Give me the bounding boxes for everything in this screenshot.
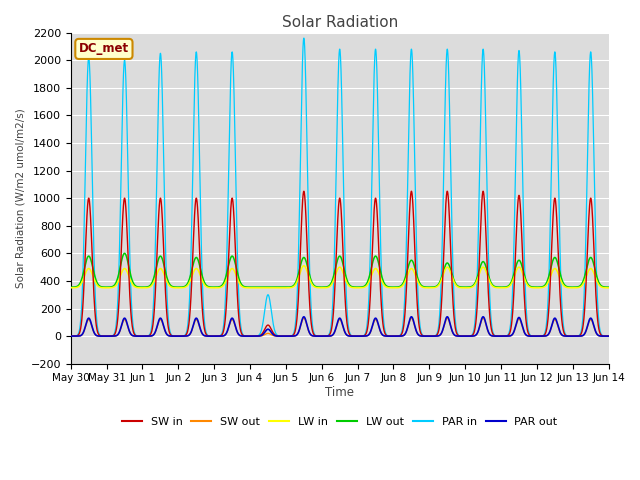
X-axis label: Time: Time xyxy=(325,386,354,399)
Legend: SW in, SW out, LW in, LW out, PAR in, PAR out: SW in, SW out, LW in, LW out, PAR in, PA… xyxy=(117,412,562,431)
Y-axis label: Solar Radiation (W/m2 umol/m2/s): Solar Radiation (W/m2 umol/m2/s) xyxy=(15,108,25,288)
Text: DC_met: DC_met xyxy=(79,42,129,55)
Title: Solar Radiation: Solar Radiation xyxy=(282,15,398,30)
